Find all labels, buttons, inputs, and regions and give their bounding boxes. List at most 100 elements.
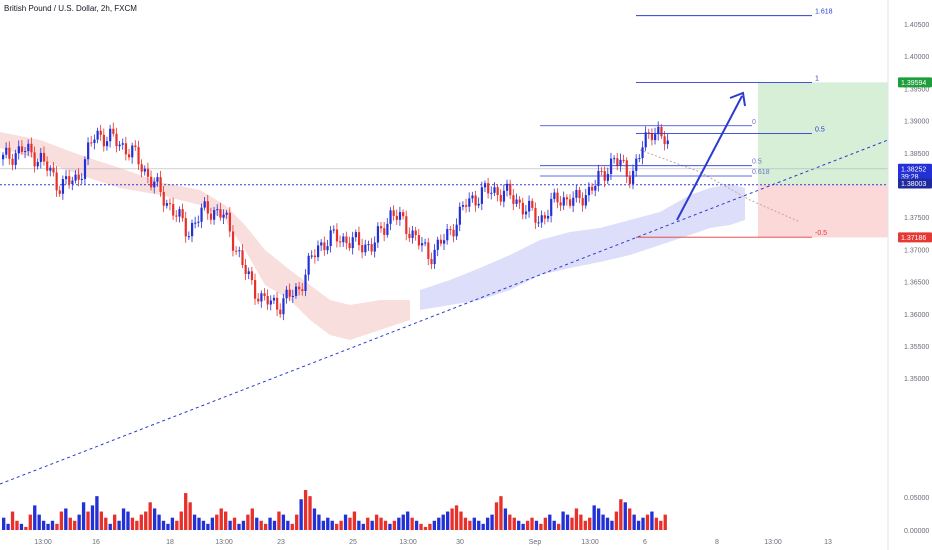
time-tick-label: 13:00 <box>581 539 599 546</box>
volume-bar <box>423 526 428 530</box>
fib1-level-label: 0 <box>752 119 756 126</box>
candle-body <box>361 245 364 253</box>
candle-body <box>625 160 628 177</box>
candle-body <box>550 198 553 216</box>
volume-tick-label: 0.00000 <box>904 528 929 535</box>
candle-body <box>616 158 619 166</box>
fib-ext-level-label: 1.618 <box>815 9 833 16</box>
volume-bar <box>330 520 334 530</box>
chart-title: British Pound / U.S. Dollar, 2h, FXCM <box>4 4 137 13</box>
stop-zone <box>758 184 888 238</box>
volume-bar <box>339 520 343 530</box>
candle-body <box>512 195 515 204</box>
volume-bar <box>152 508 157 530</box>
projection-dotted <box>639 149 801 223</box>
candle-body <box>420 243 424 246</box>
candle-body <box>65 176 68 180</box>
candle-body <box>474 195 477 206</box>
volume-bar <box>468 520 472 530</box>
candle-body <box>477 203 480 206</box>
candle-body <box>172 204 175 216</box>
volume-bar <box>512 517 516 530</box>
candle-body <box>137 147 140 165</box>
position-zones <box>758 82 888 238</box>
volume-bar <box>10 511 15 530</box>
current-price-badge-bg <box>898 163 932 180</box>
volume-bar <box>246 514 250 530</box>
volume-bar <box>144 511 148 530</box>
candle-body <box>591 186 594 191</box>
volume-bar <box>50 520 55 530</box>
stop-price-badge-bg <box>898 232 932 243</box>
candle-body <box>650 133 654 141</box>
volume-bar <box>659 520 663 530</box>
time-tick-label: 25 <box>349 539 357 546</box>
volume-bar <box>414 520 419 530</box>
candle-body <box>134 145 137 148</box>
volume-bar <box>299 499 303 530</box>
candle-body <box>342 236 345 243</box>
candle-body <box>279 309 282 315</box>
volume-bar <box>383 520 388 530</box>
volume-bar <box>215 514 219 530</box>
candle-body <box>518 199 521 203</box>
candle-body <box>490 192 493 194</box>
volume-bar <box>321 520 326 530</box>
candle-body <box>282 298 285 315</box>
entry-price-badge-label: 1.38003 <box>901 181 926 188</box>
volume-bar <box>406 511 410 530</box>
volume-bar <box>303 490 308 530</box>
volume-bar <box>335 523 339 530</box>
price-tick-label: 1.38500 <box>904 151 929 158</box>
volume-bar <box>184 493 188 530</box>
volume-bar <box>259 520 263 530</box>
candle-body <box>499 194 502 202</box>
candle-body <box>635 158 638 171</box>
candle-body <box>247 271 250 274</box>
candle-body <box>191 222 194 237</box>
price-tick-label: 1.35500 <box>904 344 929 351</box>
candle-body <box>578 189 581 199</box>
volume-bar <box>139 514 143 530</box>
volume-tick-label: 0.05000 <box>904 495 929 502</box>
candle-body <box>597 170 600 186</box>
fib1-level-label: 0.5 <box>752 159 762 166</box>
candle-body <box>33 152 36 167</box>
candle-body <box>181 209 184 219</box>
volume-bar <box>481 523 485 530</box>
price-tick-label: 1.36500 <box>904 280 929 287</box>
volume-bar <box>224 511 228 530</box>
candle-body <box>660 126 663 137</box>
candle-body <box>524 211 528 215</box>
volume-bar <box>263 523 268 530</box>
volume-bar <box>237 523 241 530</box>
volume-bar <box>645 514 650 530</box>
candle-body <box>153 181 156 188</box>
candle-body <box>468 198 471 207</box>
volume-bar <box>561 511 565 530</box>
candle-body <box>203 201 206 208</box>
price-tick-label: 1.37000 <box>904 247 929 254</box>
candle-body <box>345 236 348 244</box>
candle-body <box>128 154 131 158</box>
current-price-badge-countdown: 39:28 <box>901 174 919 181</box>
candle-body <box>559 202 562 206</box>
candle-body <box>244 264 247 274</box>
candle-body <box>317 245 320 258</box>
volume-bar <box>219 508 223 530</box>
candle-body <box>370 244 373 252</box>
candle-body <box>663 136 666 145</box>
volume-bar <box>521 523 525 530</box>
candle-body <box>405 216 408 234</box>
volume-bar <box>290 523 294 530</box>
candle-body <box>80 178 83 180</box>
candle-body <box>58 190 61 194</box>
candle-body <box>219 209 222 218</box>
candle-body <box>613 158 616 160</box>
candle-body <box>162 191 165 206</box>
volume-bar <box>579 514 583 530</box>
candle-body <box>329 230 332 247</box>
candle-body <box>443 240 446 244</box>
time-tick-label: 6 <box>643 539 647 546</box>
